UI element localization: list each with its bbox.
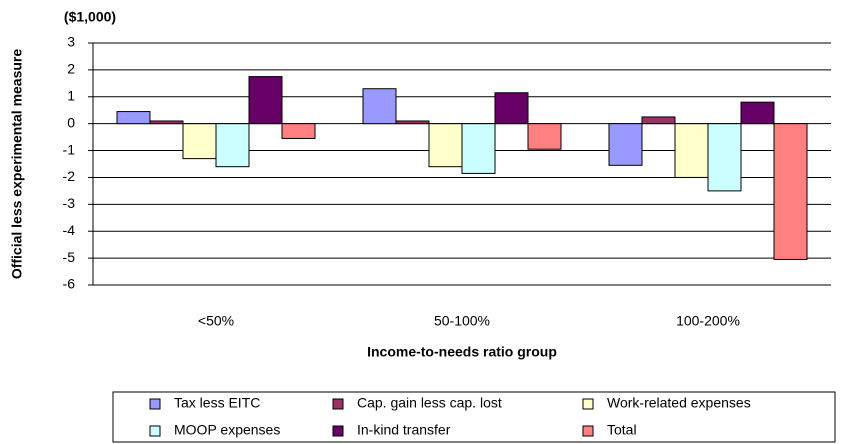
legend-swatch (582, 425, 594, 437)
y-tick-label: -3 (63, 195, 76, 211)
y-tick-label: 3 (67, 34, 75, 50)
bar (149, 120, 184, 125)
y-tick-label: -4 (63, 222, 76, 238)
bar (608, 123, 643, 166)
legend-label: Work-related expenses (607, 395, 751, 411)
bar (674, 123, 709, 178)
bar (527, 123, 562, 150)
legend-swatch (332, 398, 344, 410)
legend-swatch (332, 425, 344, 437)
bar (773, 123, 808, 260)
bar (740, 101, 775, 125)
legend-label: In-kind transfer (357, 422, 451, 438)
y-tick-label: 0 (67, 114, 75, 130)
legend-label: MOOP expenses (174, 422, 280, 438)
legend-label: Cap. gain less cap. lost (357, 395, 502, 411)
y-tick-label: -6 (63, 276, 76, 292)
unit-label: ($1,000) (64, 9, 116, 25)
bar (182, 123, 217, 160)
bar (248, 76, 283, 125)
bar (395, 120, 430, 125)
x-tick-label: 50-100% (434, 313, 490, 329)
legend-swatch (582, 398, 594, 410)
y-tick-label: -1 (63, 141, 76, 157)
y-tick-label: 1 (67, 87, 75, 103)
bar (428, 123, 463, 168)
bar (362, 88, 397, 125)
x-tick-label: 100-200% (676, 313, 740, 329)
bar (116, 111, 151, 125)
legend-box (112, 391, 836, 443)
x-axis-label: Income-to-needs ratio group (367, 344, 557, 360)
y-tick-label: 2 (67, 61, 75, 77)
legend-label: Total (607, 422, 637, 438)
legend-label: Tax less EITC (174, 395, 260, 411)
bar (215, 123, 250, 168)
y-tick-label: -2 (63, 168, 76, 184)
y-tick-label: -5 (63, 249, 76, 265)
bar (641, 116, 676, 125)
bar (461, 123, 496, 174)
bar (281, 123, 316, 139)
legend-swatch (149, 398, 161, 410)
bar (707, 123, 742, 192)
bar (494, 92, 529, 125)
x-tick-label: <50% (198, 313, 234, 329)
legend-swatch (149, 425, 161, 437)
y-axis-label: Official less experimental measure (9, 49, 25, 280)
